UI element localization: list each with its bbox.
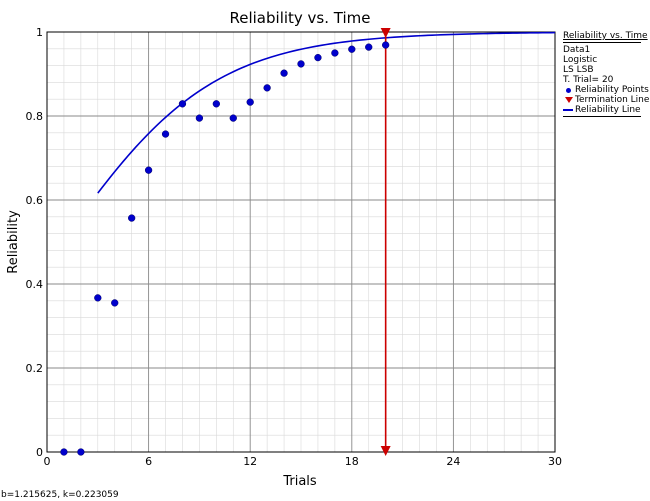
x-tick-label: 6	[145, 455, 152, 468]
chart-title: Reliability vs. Time	[230, 9, 371, 27]
legend-title: Reliability vs. Time	[563, 31, 648, 41]
minor-grid	[46, 31, 556, 453]
triangle-marker-icon	[565, 97, 573, 103]
parameter-footer: b=1.215625, k=0.223059	[1, 490, 119, 500]
reliability-point	[195, 114, 204, 122]
reliability-point	[280, 69, 288, 77]
reliability-point	[263, 84, 271, 92]
legend-divider	[563, 42, 641, 43]
legend-entry-label: Reliability Points	[575, 85, 649, 95]
reliability-point	[365, 43, 373, 51]
legend-entry-label: Reliability Line	[575, 105, 641, 115]
reliability-point	[331, 49, 339, 57]
reliability-point	[297, 60, 305, 68]
reliability-point	[246, 98, 254, 106]
x-tick-label: 12	[243, 455, 257, 468]
reliability-point	[229, 114, 237, 122]
legend-info-line: LS LSB	[563, 65, 594, 75]
reliability-point	[94, 294, 102, 302]
y-tick-label: 0.6	[26, 194, 44, 207]
reliability-point	[60, 448, 68, 456]
x-tick-label: 18	[345, 455, 359, 468]
y-tick-label: 0.4	[26, 278, 44, 291]
reliability-line	[97, 31, 556, 194]
legend-divider	[563, 116, 641, 117]
plot-frame	[46, 31, 556, 453]
legend-entry-points: Reliability Points	[563, 85, 649, 95]
y-tick-label: 0.2	[26, 362, 44, 375]
series-layer	[60, 28, 556, 456]
reliability-point	[212, 100, 220, 108]
x-tick-label: 0	[44, 455, 51, 468]
legend-entry-label: Termination Line	[575, 95, 650, 105]
y-tick-label: 0.8	[26, 110, 44, 123]
reliability-point	[111, 299, 119, 307]
y-tick-label: 0	[36, 446, 43, 459]
y-axis-title: Reliability	[6, 210, 21, 274]
legend-info-line: T. Trial= 20	[563, 75, 614, 85]
x-tick-label: 30	[548, 455, 562, 468]
legend: Reliability vs. Time Data1 Logistic LS L…	[563, 31, 649, 119]
legend-entry-termination: Termination Line	[563, 95, 649, 105]
reliability-point	[348, 45, 356, 53]
termination-marker-bottom	[380, 446, 391, 456]
reliability-point	[144, 166, 153, 174]
reliability-point	[314, 53, 322, 62]
tick-labels: 0 6 12 18 24 30 0 0.2 0.4 0.6 0.8 1	[26, 26, 563, 468]
reliability-point	[161, 130, 170, 138]
reliability-point	[178, 100, 187, 108]
x-axis-title: Trials	[282, 474, 317, 489]
legend-entry-line: Reliability Line	[563, 105, 649, 115]
legend-info-line: Data1	[563, 45, 591, 55]
reliability-point	[382, 41, 390, 49]
x-tick-label: 24	[446, 455, 460, 468]
termination-marker-top	[380, 28, 391, 38]
line-marker-icon	[563, 109, 573, 111]
reliability-point	[128, 214, 136, 222]
y-tick-label: 1	[36, 26, 43, 39]
legend-info-line: Logistic	[563, 55, 598, 65]
reliability-point	[77, 448, 85, 456]
dot-marker-icon	[566, 87, 571, 93]
